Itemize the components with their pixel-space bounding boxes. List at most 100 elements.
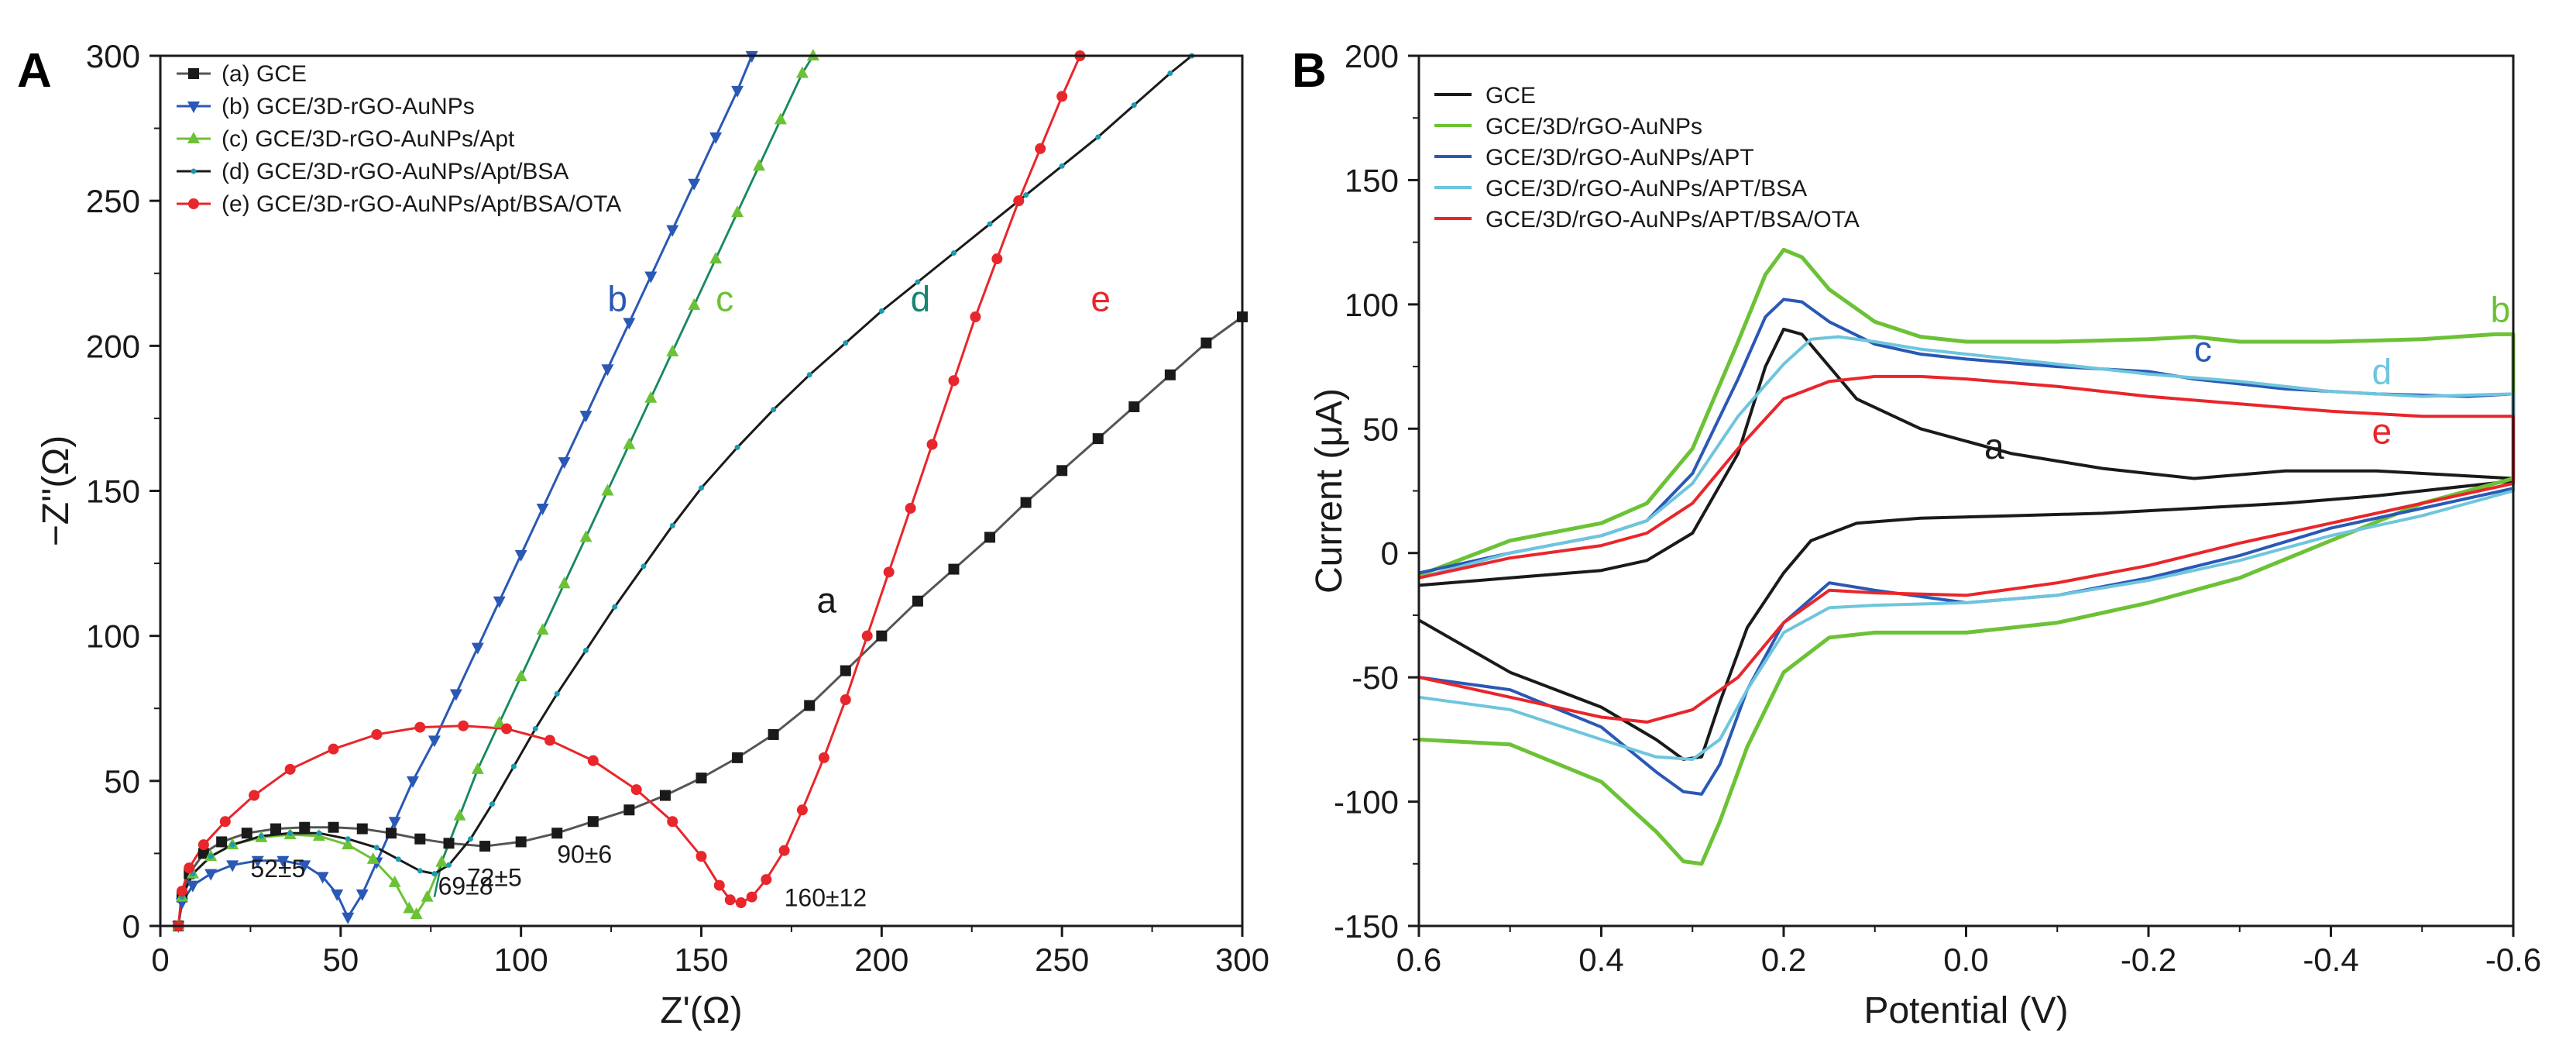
series-b-point — [579, 411, 592, 423]
series-e-point — [667, 816, 678, 828]
series-a-point — [241, 828, 252, 839]
panel-a: A 0 50 100 150 200 250 300 0 50 100 150 200 250 300 5… — [17, 38, 1269, 1031]
legend-label-b: (b) GCE/3D-rGO-AuNPs — [222, 94, 475, 119]
series-d-point — [878, 308, 884, 314]
curve-label-e: e — [1091, 278, 1111, 318]
y-tick-label: 50 — [1362, 411, 1399, 447]
series-e-line — [1418, 374, 2515, 724]
panel-b-plot-frame — [1417, 54, 2515, 928]
legend-label-d: (d) GCE/3D-rGO-AuNPs/Apt/BSA — [222, 159, 568, 184]
series-e-point — [1056, 91, 1068, 102]
series-c-point — [709, 252, 723, 264]
series-b-point — [449, 689, 462, 701]
series-a-point — [197, 848, 209, 859]
series-a-point — [414, 833, 426, 845]
series-d-point — [1059, 163, 1065, 169]
series-c-point — [688, 298, 701, 310]
impedance-annotation: 160±12 — [785, 884, 867, 912]
series-c-point — [403, 901, 416, 914]
series-e-point — [249, 790, 260, 801]
series-e-point — [414, 721, 426, 733]
series-c-point — [366, 852, 380, 864]
series-c-point — [421, 890, 434, 902]
curve-label-b: b — [607, 278, 627, 318]
series-d-point — [467, 836, 473, 842]
y-tick-label: 100 — [1345, 287, 1399, 323]
series-b-point — [276, 855, 290, 868]
series-d-point — [510, 763, 517, 769]
series-b-point — [471, 642, 484, 655]
series-c-point — [493, 715, 506, 728]
series-b-point — [331, 889, 344, 901]
y-tick-label: 300 — [86, 38, 140, 74]
panel-a-letter: A — [17, 44, 52, 98]
series-d-point — [699, 485, 704, 491]
y-tick-label: 100 — [86, 618, 140, 655]
series-d-point — [734, 444, 740, 450]
x-tick-label: 100 — [494, 941, 548, 978]
series-a-point — [623, 804, 635, 816]
series-d-point — [582, 647, 589, 653]
series-b-point — [298, 860, 311, 872]
series-d-point — [431, 871, 438, 877]
series-d-point — [1167, 70, 1173, 76]
curve-label-d: d — [2372, 352, 2392, 392]
series-b-point — [709, 132, 723, 144]
series-e-point — [861, 630, 873, 642]
series-b-point — [388, 817, 401, 829]
series-c-point — [795, 66, 809, 78]
series-b-point — [536, 503, 549, 515]
series-d-point — [229, 841, 235, 848]
series-b-point — [428, 735, 441, 748]
x-tick-label: 50 — [322, 941, 359, 978]
series-c-point — [623, 437, 636, 449]
series-b-point — [355, 889, 369, 901]
series-d-point — [641, 563, 647, 570]
series-c-point — [514, 669, 527, 682]
impedance-annotation: 72±5 — [467, 863, 522, 891]
series-d-point — [669, 522, 675, 528]
y-tick-label: 200 — [1345, 38, 1399, 74]
y-tick-label: 0 — [1381, 535, 1399, 572]
series-a-point — [551, 828, 563, 839]
series-d-point — [489, 801, 495, 807]
series-c-point — [644, 391, 658, 403]
curve-label-b: b — [2491, 289, 2511, 329]
series-e-point — [905, 502, 916, 514]
series-d-point — [417, 868, 423, 874]
series-c-point — [774, 112, 787, 125]
legend-label-b: GCE/3D/rGO-AuNPs — [1485, 114, 1702, 139]
series-c-point — [435, 855, 448, 867]
series-b-point — [342, 912, 355, 924]
panel-a-x-axis-title: Z'(Ω) — [660, 990, 742, 1031]
series-b-point — [226, 860, 239, 872]
series-e-point — [197, 839, 209, 851]
x-tick-label: 0.0 — [1943, 941, 1988, 978]
series-a-point — [1164, 369, 1176, 380]
series-cbase-line — [433, 55, 814, 897]
series-c-point — [558, 576, 571, 589]
series-e-point — [696, 851, 707, 862]
curve-label-c: c — [2194, 329, 2212, 370]
x-tick-label: -0.6 — [2485, 941, 2541, 978]
series-c-point — [342, 838, 355, 850]
series-d-point — [987, 221, 993, 227]
series-e-point — [948, 375, 960, 387]
x-tick-label: 0.2 — [1761, 941, 1806, 978]
series-c-point — [579, 530, 592, 542]
series-c-point — [187, 132, 200, 143]
x-tick-label: 0.4 — [1578, 941, 1623, 978]
series-e-point — [371, 728, 383, 740]
series-b-point — [514, 549, 527, 562]
series-d-line — [177, 54, 1193, 927]
x-tick-label: -0.2 — [2121, 941, 2176, 978]
series-a-point — [948, 563, 960, 575]
y-tick-label: 0 — [122, 908, 140, 945]
series-d-point — [532, 725, 538, 731]
series-c-point — [601, 484, 614, 496]
series-e-point — [746, 891, 757, 903]
series-d-point — [806, 372, 812, 378]
series-a-point — [1056, 465, 1068, 477]
series-b-point — [251, 855, 264, 868]
series-b-point — [204, 869, 218, 881]
